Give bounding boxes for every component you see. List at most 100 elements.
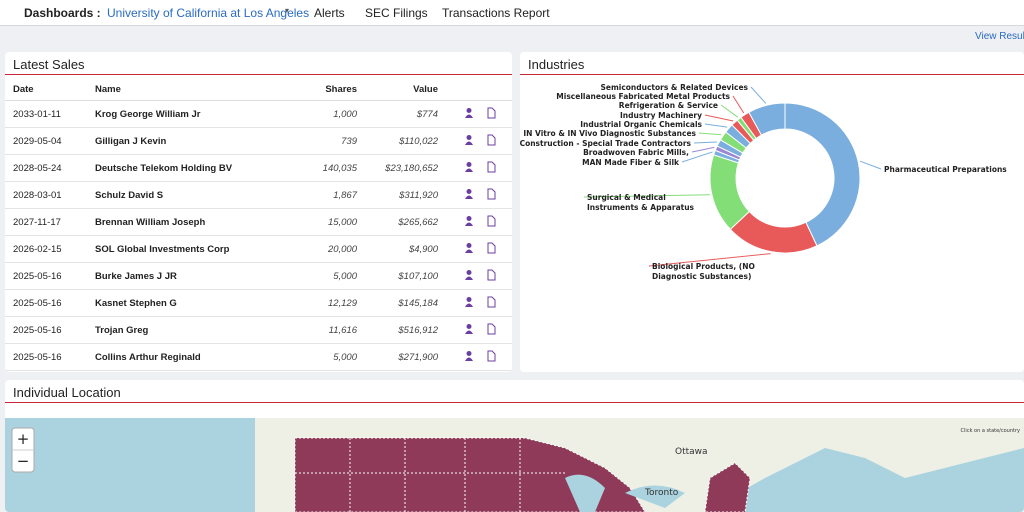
leader-line: [693, 141, 717, 144]
sales-row: 2025-05-16 Kasnet Stephen G 12,129 $145,184: [5, 289, 512, 317]
cell: 5,000: [273, 343, 365, 371]
sales-row: 2033-01-11 Krog George William Jr 1,000 $77…: [5, 100, 512, 128]
row-icons: [465, 269, 496, 280]
document-icon[interactable]: [487, 215, 496, 226]
person-icon[interactable]: [465, 269, 473, 280]
cell: 2025-05-16: [5, 262, 87, 290]
nav-link[interactable]: Alerts: [314, 6, 345, 20]
person-icon[interactable]: [465, 323, 473, 334]
actions: [446, 154, 512, 182]
col-header: Name: [87, 78, 273, 101]
document-icon[interactable]: [487, 323, 496, 334]
document-icon[interactable]: [487, 269, 496, 280]
slice-label: Miscellaneous Fabricated Metal Products: [556, 92, 730, 101]
lakes: [565, 474, 685, 512]
person-icon[interactable]: [465, 215, 473, 226]
actions: [446, 235, 512, 263]
cell: 5,000: [273, 262, 365, 290]
leader-line: [583, 194, 710, 198]
leader-line: [681, 151, 713, 163]
cell: Gilligan J Kevin: [87, 127, 273, 155]
row-icons: [465, 215, 496, 226]
row-icons: [465, 296, 496, 307]
leader-line: [698, 132, 722, 136]
states[interactable]: [294, 437, 646, 512]
leader-line: [648, 253, 771, 267]
cell: 2028-03-01: [5, 181, 87, 209]
slice-label: MAN Made Fiber & Silk: [582, 158, 680, 167]
actions: [446, 289, 512, 317]
sales-row: 2028-05-24 Deutsche Telekom Holding BV 140…: [5, 154, 512, 182]
actions: [446, 181, 512, 209]
nav-bar: Dashboards : University of California at…: [0, 0, 1024, 26]
cell: Burke James J JR: [87, 262, 273, 290]
document-icon[interactable]: [487, 134, 496, 145]
dropdown-caret[interactable]: ▾: [285, 6, 290, 15]
slice-label: Instruments & Apparatus: [587, 203, 695, 212]
leader-line: [704, 114, 734, 122]
document-icon[interactable]: [487, 188, 496, 199]
cell: $107,100: [365, 262, 446, 290]
actions: [446, 262, 512, 290]
document-icon[interactable]: [487, 242, 496, 253]
person-icon[interactable]: [465, 350, 473, 361]
document-icon[interactable]: [487, 107, 496, 118]
cell: 2025-05-16: [5, 316, 87, 344]
donut-chart: Pharmaceutical Preparations Biological Pr…: [520, 83, 1007, 281]
cell: 15,000: [273, 208, 365, 236]
leader-line: [691, 146, 715, 153]
cell: $110,022: [365, 127, 446, 155]
sales-row: 2025-05-16 Burke James J JR 5,000 $107,100: [5, 262, 512, 290]
document-icon[interactable]: [487, 350, 496, 361]
col-header: Value: [365, 78, 446, 101]
cell: $311,920: [365, 181, 446, 209]
person-icon[interactable]: [465, 161, 473, 172]
location-panel: Individual Location Ottawa Toronto Click…: [5, 380, 1024, 512]
map[interactable]: Ottawa Toronto Click on a state/country …: [5, 418, 1024, 512]
person-icon[interactable]: [465, 134, 473, 145]
row-icons: [465, 323, 496, 334]
document-icon[interactable]: [487, 161, 496, 172]
panel-title: Individual Location: [13, 385, 121, 400]
nav-link[interactable]: SEC Filings: [365, 6, 428, 20]
person-icon[interactable]: [465, 242, 473, 253]
row-icons: [465, 188, 496, 199]
cell: 140,035: [273, 154, 365, 182]
cell: 2028-05-24: [5, 154, 87, 182]
view-results-link[interactable]: View Resul: [975, 31, 1024, 42]
zoom-in[interactable]: +: [17, 430, 30, 448]
title-rule: [520, 74, 1024, 75]
col-header: [446, 78, 512, 101]
donut-slice: [784, 102, 861, 247]
state-borders: [295, 438, 565, 512]
slice-label: IN Vitro & IN Vivo Diagnostic Substances: [523, 129, 696, 138]
person-icon[interactable]: [465, 296, 473, 307]
cell: $4,900: [365, 235, 446, 263]
panel-title: Industries: [528, 57, 585, 72]
states[interactable]: [704, 462, 751, 512]
document-icon[interactable]: [487, 296, 496, 307]
nav-label: Dashboards :: [24, 6, 101, 20]
leader-line: [732, 95, 745, 114]
cell: 2026-02-15: [5, 235, 87, 263]
sales-row: 2026-02-15 SOL Global Investments Corp 20,…: [5, 235, 512, 263]
cell: 2033-01-11: [5, 100, 87, 128]
slice-label: Semiconductors & Related Devices: [600, 83, 748, 92]
dashboard-select[interactable]: University of California at Los Angeles: [107, 6, 310, 20]
slice-label: Industry Machinery: [620, 111, 702, 120]
person-icon[interactable]: [465, 107, 473, 118]
title-rule: [5, 74, 512, 75]
cell: Collins Arthur Reginald: [87, 343, 273, 371]
donut-slice: [748, 102, 786, 136]
slice-label: Surgical & Medical: [587, 193, 666, 202]
cell: $516,912: [365, 316, 446, 344]
sales-row: 2027-11-17 Brennan William Joseph 15,000 $2…: [5, 208, 512, 236]
actions: [446, 127, 512, 155]
cell: 20,000: [273, 235, 365, 263]
col-header: Shares: [273, 78, 365, 101]
nav-link[interactable]: Transactions Report: [442, 6, 550, 20]
person-icon[interactable]: [465, 188, 473, 199]
zoom-out[interactable]: −: [17, 452, 30, 470]
city-label: Ottawa: [675, 447, 708, 457]
leader-line: [859, 160, 882, 170]
